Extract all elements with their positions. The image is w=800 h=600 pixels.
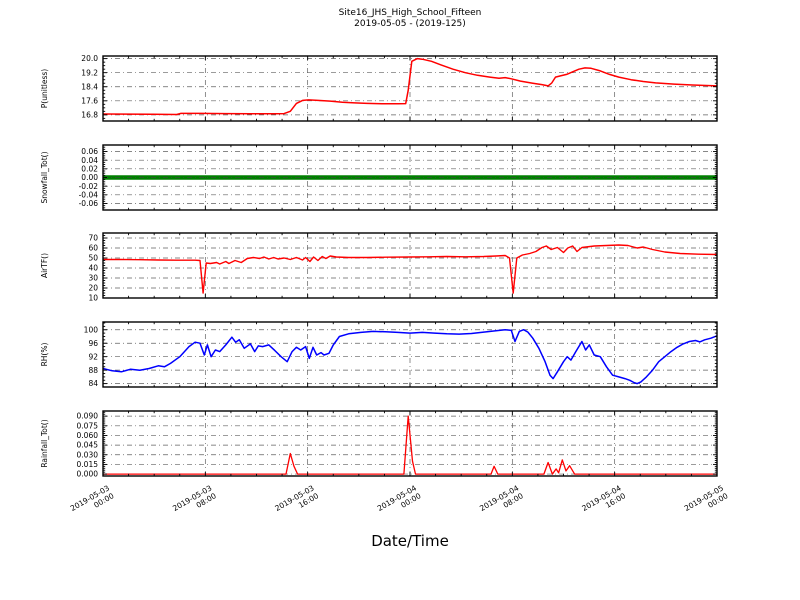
ytick-label-rh: 100 bbox=[84, 325, 99, 334]
ytick-label-p-unitless: 19.2 bbox=[81, 68, 98, 77]
ytick-label-airtf: 70 bbox=[88, 234, 98, 243]
ticks-airtf bbox=[102, 233, 718, 298]
ytick-label-airtf: 40 bbox=[88, 264, 98, 273]
ticks-rh bbox=[102, 322, 718, 387]
ytick-label-airtf: 30 bbox=[88, 274, 98, 283]
subplot-p-unitless: 16.8 17.6 18.4 19.2 20.0 P(unitless) bbox=[40, 54, 718, 122]
ticks-rainfall-tot bbox=[102, 411, 718, 476]
gridlines-rainfall-tot bbox=[103, 411, 717, 476]
ytick-label-airtf: 50 bbox=[88, 254, 98, 263]
xtick-label: 2019-05-0416:00 bbox=[580, 483, 627, 520]
series-airtf bbox=[103, 244, 718, 294]
y-axis-label-snowfall-tot: Snowfall_Tot() bbox=[40, 151, 49, 203]
ytick-label-airtf: 20 bbox=[88, 284, 98, 293]
ytick-label-rainfall-tot: 0.090 bbox=[77, 412, 99, 421]
xtick-label: 2019-05-0400:00 bbox=[376, 483, 423, 520]
ytick-label-airtf: 60 bbox=[88, 244, 98, 253]
gridlines-airtf bbox=[103, 233, 717, 298]
series-rh bbox=[102, 328, 718, 385]
gridlines-rh bbox=[103, 322, 717, 387]
xtick-label: 2019-05-0316:00 bbox=[273, 483, 320, 520]
ytick-label-snowfall-tot: -0.02 bbox=[79, 182, 99, 191]
ytick-label-p-unitless: 20.0 bbox=[81, 54, 98, 63]
xtick-label: 2019-05-0408:00 bbox=[478, 483, 525, 520]
y-axis-label-rh: RH(%) bbox=[40, 343, 49, 367]
ytick-label-rainfall-tot: 0.000 bbox=[77, 470, 99, 479]
xtick-label: 2019-05-0500:00 bbox=[683, 483, 730, 520]
ytick-label-rh: 92 bbox=[88, 352, 98, 361]
ytick-label-rh: 84 bbox=[88, 379, 98, 388]
gridlines-snowfall-tot bbox=[103, 145, 717, 210]
y-axis-label-rainfall-tot: Rainfall_Tot() bbox=[40, 419, 49, 467]
ytick-label-rainfall-tot: 0.060 bbox=[77, 431, 99, 440]
ytick-label-snowfall-tot: -0.06 bbox=[79, 199, 99, 208]
ytick-label-snowfall-tot: -0.04 bbox=[79, 190, 99, 199]
y-axis-label-airtf: AirTF() bbox=[40, 253, 49, 278]
y-axis-label-p-unitless: P(unitless) bbox=[40, 69, 49, 108]
ytick-label-rainfall-tot: 0.045 bbox=[77, 441, 99, 450]
series-rainfall-tot bbox=[103, 415, 717, 475]
ytick-label-p-unitless: 18.4 bbox=[81, 82, 98, 91]
ytick-label-rainfall-tot: 0.015 bbox=[77, 460, 99, 469]
ytick-label-snowfall-tot: 0.06 bbox=[81, 147, 98, 156]
ytick-label-p-unitless: 16.8 bbox=[81, 110, 98, 119]
ytick-label-p-unitless: 17.6 bbox=[81, 96, 98, 105]
ytick-label-airtf: 10 bbox=[88, 294, 98, 303]
ytick-label-snowfall-tot: 0.00 bbox=[81, 173, 98, 182]
chart-subtitle: 2019-05-05 - (2019-125) bbox=[354, 19, 466, 29]
ytick-label-rainfall-tot: 0.030 bbox=[77, 450, 99, 459]
ytick-label-snowfall-tot: 0.04 bbox=[81, 156, 98, 165]
ytick-label-rh: 88 bbox=[88, 366, 98, 375]
x-axis-label: Date/Time bbox=[371, 532, 449, 550]
xtick-label: 2019-05-0308:00 bbox=[171, 483, 218, 520]
ytick-label-rainfall-tot: 0.075 bbox=[77, 421, 99, 430]
ticks-snowfall-tot bbox=[102, 145, 718, 210]
chart-title: Site16_JHS_High_School_Fifteen bbox=[338, 8, 482, 18]
subplot-snowfall-tot: -0.06-0.04-0.020.000.020.040.06 Snowfall_… bbox=[40, 144, 718, 211]
ytick-label-rh: 96 bbox=[88, 339, 98, 348]
series-p-unitless bbox=[102, 57, 718, 116]
subplot-rh: 84 88 92 96 100 RH(%) bbox=[40, 321, 718, 388]
ticks-p-unitless bbox=[102, 56, 718, 121]
gridlines-p-unitless bbox=[103, 56, 717, 121]
ytick-label-snowfall-tot: 0.02 bbox=[81, 164, 98, 173]
xtick-label: 2019-05-0300:00 bbox=[69, 483, 116, 520]
